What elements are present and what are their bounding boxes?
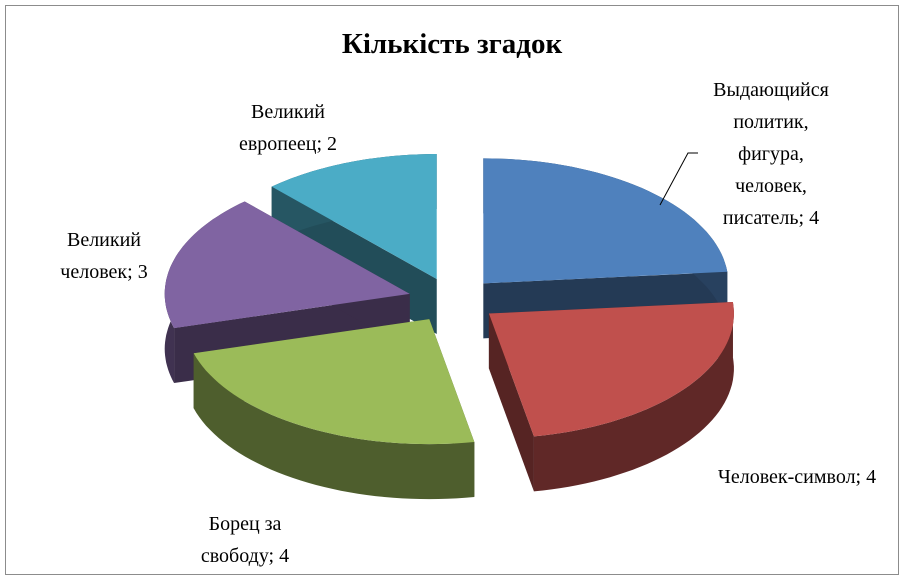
leader-line [659, 152, 698, 206]
pie [164, 154, 734, 500]
chart-title: Кількість згадок [341, 28, 563, 60]
slice-wall [488, 313, 534, 492]
data-label: Великий человек; 3 [60, 229, 148, 283]
slice [271, 154, 437, 280]
slice-side [193, 353, 475, 500]
slice-side [533, 302, 734, 492]
slice [164, 201, 410, 329]
slice [193, 319, 475, 445]
data-label: Борец за свободу; 4 [200, 513, 290, 567]
data-label: Великий европеец; 2 [238, 101, 338, 155]
data-label: Выдающийся политик, фигура, человек, пис… [713, 79, 829, 229]
slice [488, 302, 734, 437]
slice [483, 158, 728, 284]
data-label: Человек-символ; 4 [717, 466, 877, 488]
